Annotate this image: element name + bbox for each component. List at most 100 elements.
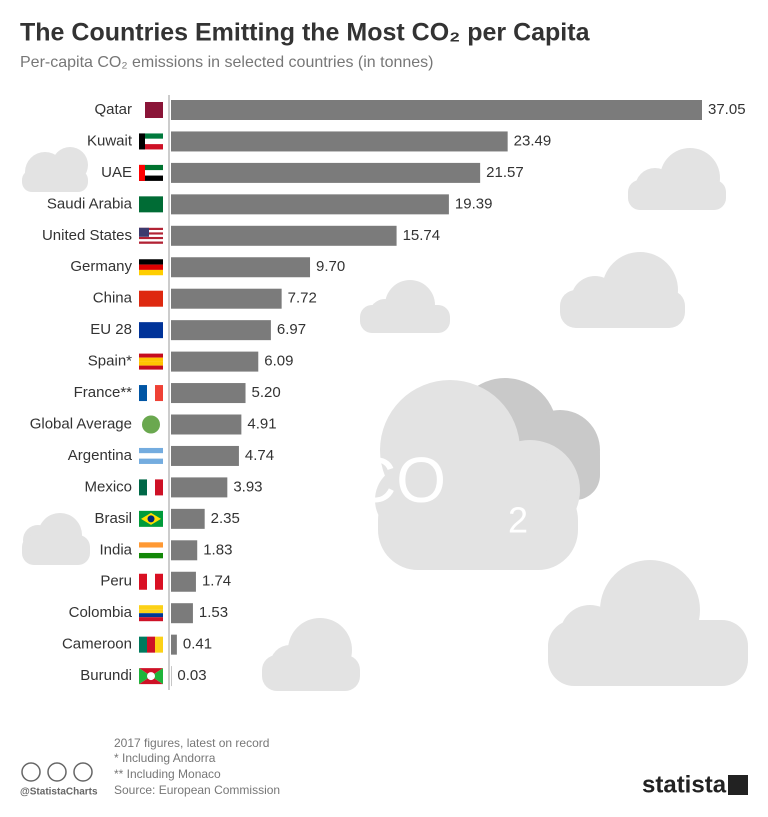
flag: [139, 322, 163, 339]
flag-shape: [139, 164, 145, 181]
flag-shape: [139, 227, 149, 237]
flag: [139, 259, 163, 276]
flag: [139, 385, 163, 402]
flag-shape: [139, 236, 163, 240]
flag-shape: [155, 385, 163, 402]
bar: [171, 320, 271, 341]
category-label: France**: [74, 384, 133, 401]
flag-shape: [139, 542, 163, 548]
flag-shape: [139, 227, 163, 231]
brand: statista: [642, 771, 727, 798]
flag-shape: [139, 617, 163, 622]
flag: [139, 668, 163, 685]
bar: [171, 162, 481, 183]
category-label: Burundi: [80, 667, 132, 684]
value-label: 6.09: [264, 353, 293, 370]
flag-shape: [139, 269, 163, 276]
value-label: 19.39: [455, 195, 493, 212]
cloud-label: CO: [350, 444, 446, 516]
flag-shape: [139, 365, 163, 370]
flag: [139, 605, 163, 622]
handle: @StatistaCharts: [20, 787, 98, 798]
flag-shape: [142, 415, 160, 434]
value-label: 0.41: [183, 636, 212, 653]
flag-shape: [155, 479, 163, 496]
value-label: 6.97: [277, 321, 306, 338]
flag-shape: [139, 239, 163, 242]
category-label: Saudi Arabia: [47, 195, 133, 212]
flag-shape: [139, 453, 163, 459]
flag-shape: [155, 573, 163, 590]
category-label: India: [99, 541, 132, 558]
flag-shape: [139, 196, 163, 213]
category-label: Brasil: [94, 510, 132, 527]
flag-shape: [139, 609, 163, 614]
flag-shape: [139, 636, 147, 653]
flag-shape: [139, 479, 147, 496]
flag-shape: [147, 636, 155, 653]
value-label: 7.72: [288, 290, 317, 307]
flag-shape: [139, 234, 163, 237]
flag: [139, 510, 163, 527]
category-label: Mexico: [84, 478, 132, 495]
flag-shape: [147, 672, 155, 681]
category-label: Global Average: [30, 415, 132, 432]
source: Source: European Commission: [114, 783, 280, 797]
category-label: Spain*: [88, 353, 132, 370]
category-label: Cameroon: [62, 636, 132, 653]
category-label: Colombia: [69, 604, 133, 621]
flag-shape: [139, 232, 163, 235]
flag-shape: [147, 385, 155, 402]
flag: [139, 447, 163, 464]
flag-shape: [139, 605, 163, 610]
flag: [139, 542, 163, 559]
value-label: 0.03: [177, 667, 206, 684]
flag-shape: [147, 479, 155, 496]
value-label: 23.49: [514, 132, 552, 149]
cloud-subscript: 2: [508, 500, 528, 541]
value-label: 1.83: [203, 541, 232, 558]
bar: [171, 414, 242, 435]
bar: [171, 508, 205, 529]
flag: [139, 196, 163, 213]
flag-shape: [139, 133, 145, 150]
flag: [139, 479, 163, 496]
flag-shape: [151, 668, 163, 685]
bar: [171, 257, 311, 278]
flag-shape: [139, 613, 163, 618]
bar: [171, 445, 239, 466]
value-label: 2.35: [211, 510, 240, 527]
flag-shape: [139, 259, 163, 265]
flag-shape: [139, 668, 151, 685]
flag: [139, 164, 163, 181]
value-label: 15.74: [403, 227, 441, 244]
value-label: 3.93: [233, 478, 262, 495]
flag-shape: [139, 353, 163, 358]
value-label: 5.20: [252, 384, 281, 401]
clouds: [22, 147, 748, 691]
flag-shape: [139, 385, 147, 402]
bar: [171, 383, 246, 404]
flag: [139, 227, 163, 244]
chart-subtitle: Per-capita CO₂ emissions in selected cou…: [20, 54, 434, 71]
flag-shape: [139, 175, 163, 181]
flag-shape: [139, 102, 145, 118]
flag-shape: [139, 170, 163, 176]
flag: [139, 573, 163, 590]
flag-shape: [139, 138, 163, 145]
chart-title: The Countries Emitting the Most CO₂ per …: [20, 19, 591, 47]
flag-shape: [139, 144, 163, 150]
footnote: ** Including Monaco: [114, 767, 221, 781]
bar: [171, 131, 508, 152]
bar: [171, 351, 259, 372]
category-label: China: [93, 290, 133, 307]
value-label: 4.91: [247, 415, 276, 432]
category-label: Qatar: [94, 101, 132, 118]
flag-shape: [147, 573, 155, 590]
bar: [171, 225, 397, 246]
value-label: 21.57: [486, 164, 524, 181]
flag-shape: [139, 264, 163, 270]
flag-shape: [139, 357, 163, 362]
bar: [171, 477, 228, 498]
bar: [171, 634, 177, 655]
